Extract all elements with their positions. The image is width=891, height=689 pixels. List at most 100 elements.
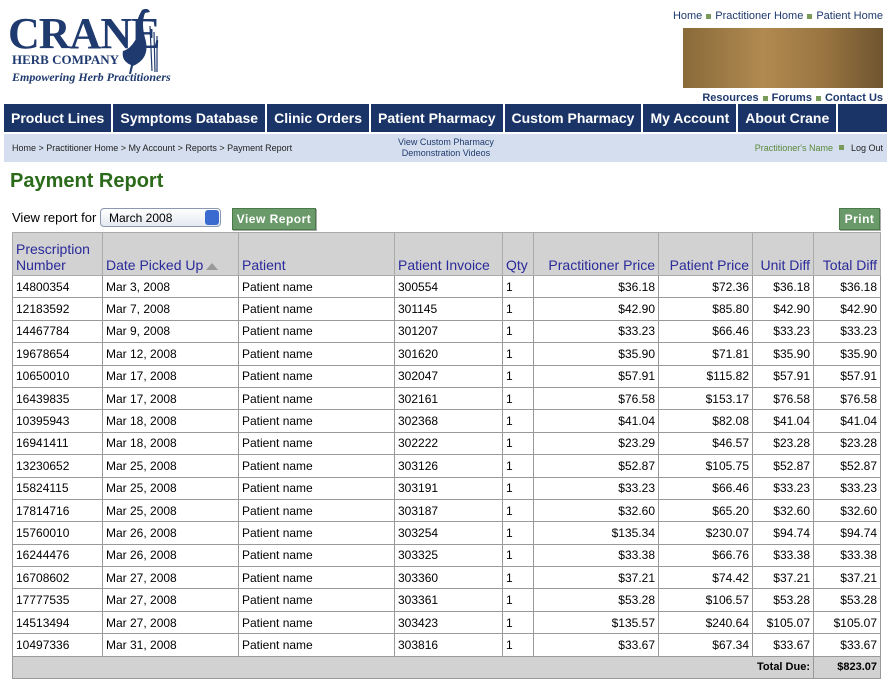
table-cell: $105.75: [658, 454, 753, 478]
sub-bar: Home > Practitioner Home > My Account > …: [4, 134, 887, 162]
user-name[interactable]: Practitioner's Name: [754, 143, 833, 153]
column-header[interactable]: Patient: [238, 232, 395, 276]
column-header-text[interactable]: Patient Invoice: [398, 257, 490, 273]
table-cell: Mar 12, 2008: [102, 342, 239, 366]
table-row: 10395943 Mar 18, 2008 Patient name 302368 1 $…: [12, 409, 881, 433]
column-header[interactable]: Patient Invoice: [394, 232, 503, 276]
table-cell: 10395943: [12, 409, 103, 433]
column-header[interactable]: Date Picked Up: [102, 232, 239, 276]
video-link-line[interactable]: Demonstration Videos: [401, 148, 491, 158]
separator: [706, 13, 712, 19]
table-cell: Patient name: [238, 543, 395, 568]
separator: [762, 95, 768, 101]
column-header-text[interactable]: Unit Diff: [760, 257, 810, 273]
table-cell: 303325: [394, 543, 503, 568]
header-link[interactable]: Practitioner Home: [715, 10, 804, 22]
table-cell: $72.36: [658, 274, 753, 299]
video-link-line[interactable]: View Custom Pharmacy: [398, 137, 494, 147]
table-cell: $33.67: [533, 633, 659, 657]
nav-item[interactable]: Symptoms Database: [113, 104, 268, 132]
table-cell: $74.42: [658, 566, 753, 590]
table-cell: 301145: [394, 297, 503, 321]
video-link[interactable]: View Custom Pharmacy Demonstration Video…: [398, 137, 494, 159]
table-cell: 1: [502, 454, 534, 478]
table-cell: 1: [502, 543, 534, 568]
column-header[interactable]: Unit Diff: [752, 232, 814, 276]
table-cell: Mar 9, 2008: [102, 319, 239, 344]
column-header[interactable]: Prescription Number: [12, 232, 103, 276]
table-cell: $105.07: [813, 610, 881, 635]
column-header[interactable]: Total Diff: [813, 232, 881, 276]
column-header-text[interactable]: Practitioner Price: [548, 257, 655, 273]
column-header[interactable]: Patient Price: [658, 232, 753, 276]
column-header-text[interactable]: Date Picked Up: [106, 257, 204, 273]
view-report-button[interactable]: View Report: [232, 208, 316, 230]
table-cell: $32.60: [813, 498, 881, 523]
table-cell: $85.80: [658, 297, 753, 321]
table-cell: $76.58: [752, 386, 814, 411]
header-row: Prescription Number Date Picked Up Patient…: [12, 232, 881, 276]
header-link[interactable]: Resources: [702, 92, 759, 104]
table-cell: $41.04: [813, 409, 881, 433]
table-row: 12183592 Mar 7, 2008 Patient name 301145 1 $4…: [12, 297, 881, 321]
table-cell: 15760010: [12, 521, 103, 545]
header-link[interactable]: Forums: [771, 92, 812, 104]
column-header-text[interactable]: Prescription Number: [16, 241, 90, 273]
table-cell: Mar 3, 2008: [102, 274, 239, 299]
table-cell: Patient name: [238, 521, 395, 545]
table-cell: 15824115: [12, 476, 103, 500]
table-cell: 303423: [394, 610, 503, 635]
column-header-text[interactable]: Total Diff: [822, 257, 877, 273]
table-cell: 302161: [394, 386, 503, 411]
table-cell: $37.21: [813, 566, 881, 590]
table-row: 14513494 Mar 27, 2008 Patient name 303423 1 $…: [12, 610, 881, 635]
total-value: $823.07: [813, 655, 881, 680]
table-cell: $135.34: [533, 521, 659, 545]
breadcrumb[interactable]: Home > Practitioner Home > My Account > …: [12, 143, 293, 153]
header-link[interactable]: Patient Home: [816, 10, 883, 22]
nav-item[interactable]: Product Lines: [4, 104, 114, 132]
nav-item[interactable]: About Crane: [738, 104, 839, 132]
table-cell: 303126: [394, 454, 503, 478]
nav-item[interactable]: Patient Pharmacy: [371, 104, 505, 132]
table-cell: $240.64: [658, 610, 753, 635]
table-cell: Mar 18, 2008: [102, 409, 239, 433]
select-arrow: [205, 210, 219, 225]
table-cell: $33.38: [533, 543, 659, 568]
table-cell: $32.60: [752, 498, 814, 523]
table-cell: $36.18: [533, 274, 659, 299]
table-cell: $33.23: [533, 319, 659, 344]
table-cell: 300554: [394, 274, 503, 299]
logout-link[interactable]: Log Out: [850, 143, 883, 153]
table-cell: 1: [502, 409, 534, 433]
table-cell: Mar 25, 2008: [102, 454, 239, 478]
table-cell: 14513494: [12, 610, 103, 635]
column-header-text[interactable]: Qty: [506, 257, 528, 273]
table-cell: $76.58: [813, 386, 881, 411]
table-cell: $57.91: [752, 364, 814, 388]
print-button[interactable]: Print: [839, 208, 880, 230]
header-link[interactable]: Home: [672, 10, 703, 22]
table-cell: Patient name: [238, 610, 395, 635]
column-header-text[interactable]: Patient Price: [669, 257, 749, 273]
table-cell: 301207: [394, 319, 503, 344]
column-header-text[interactable]: Patient: [242, 257, 286, 273]
table-row: 17777535 Mar 27, 2008 Patient name 303361 1 $…: [12, 588, 881, 612]
column-header[interactable]: Qty: [502, 232, 534, 276]
column-header[interactable]: Practitioner Price: [533, 232, 659, 276]
table-cell: $33.38: [752, 543, 814, 568]
header-link[interactable]: Contact Us: [824, 92, 883, 104]
table-cell: 1: [502, 610, 534, 635]
table-cell: $33.38: [813, 543, 881, 568]
table-cell: $66.46: [658, 319, 753, 344]
table-cell: $82.08: [658, 409, 753, 433]
nav-item[interactable]: My Account: [643, 104, 739, 132]
month-select[interactable]: March 2008: [100, 208, 221, 227]
table-row: 16244476 Mar 26, 2008 Patient name 303325 1 $…: [12, 543, 881, 568]
table-cell: 303816: [394, 633, 503, 657]
nav-item[interactable]: Clinic Orders: [267, 104, 371, 132]
sort-indicator[interactable]: [206, 262, 219, 270]
nav-item[interactable]: Custom Pharmacy: [505, 104, 644, 132]
table-cell: 301620: [394, 342, 503, 366]
